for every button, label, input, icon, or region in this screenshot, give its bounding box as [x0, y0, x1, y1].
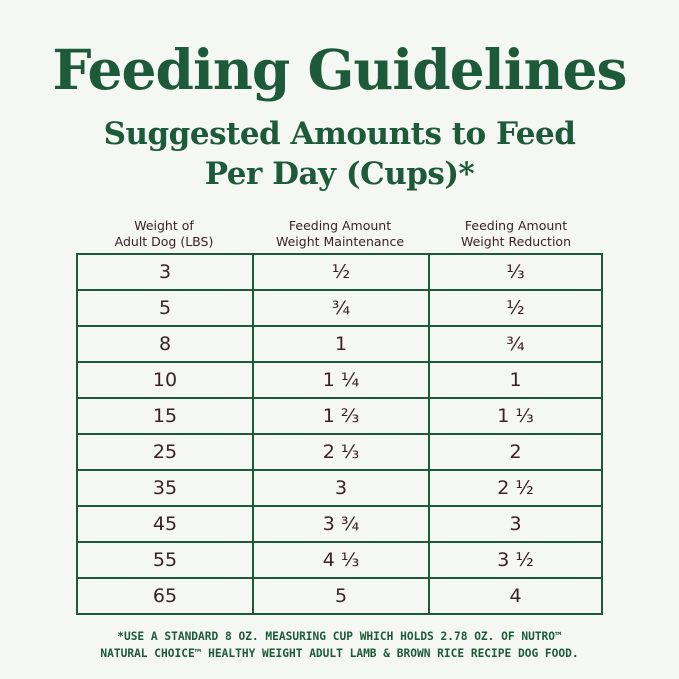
maintenance-cell: 3 ¾ [252, 505, 430, 543]
table-row: 65 5 4 [76, 577, 603, 615]
weight-cell: 10 [76, 361, 254, 399]
reduction-cell: 1 ⅓ [428, 397, 603, 435]
subtitle-line-2: Per Day (Cups)* [204, 156, 475, 192]
subtitle-line-1: Suggested Amounts to Feed [103, 116, 576, 152]
reduction-cell: 1 [428, 361, 603, 399]
weight-cell: 65 [76, 577, 254, 615]
weight-cell: 5 [76, 289, 254, 327]
reduction-cell: 4 [428, 577, 603, 615]
footnote: *USE A STANDARD 8 OZ. MEASURING CUP WHIC… [0, 628, 679, 662]
footnote-line-1: *USE A STANDARD 8 OZ. MEASURING CUP WHIC… [117, 630, 562, 643]
table-row: 35 3 2 ½ [76, 469, 603, 507]
maintenance-cell: 1 [252, 325, 430, 363]
reduction-cell: 3 ½ [428, 541, 603, 579]
maintenance-cell: 5 [252, 577, 430, 615]
weight-cell: 35 [76, 469, 254, 507]
weight-cell: 25 [76, 433, 254, 471]
footnote-line-2: NATURAL CHOICE™ HEALTHY WEIGHT ADULT LAM… [100, 647, 579, 660]
reduction-cell: 2 ½ [428, 469, 603, 507]
reduction-cell: 3 [428, 505, 603, 543]
weight-cell: 45 [76, 505, 254, 543]
maintenance-cell: 3 [252, 469, 430, 507]
maintenance-cell: 1 ⅔ [252, 397, 430, 435]
weight-cell: 8 [76, 325, 254, 363]
reduction-cell: 2 [428, 433, 603, 471]
reduction-cell: ½ [428, 289, 603, 327]
weight-cell: 55 [76, 541, 254, 579]
maintenance-cell: ½ [252, 253, 430, 291]
page-title: Feeding Guidelines [52, 37, 627, 102]
weight-cell: 3 [76, 253, 254, 291]
header-maintenance: Feeding Amount Weight Maintenance [275, 218, 405, 249]
header-reduction: Feeding Amount Weight Reduction [460, 218, 571, 249]
maintenance-cell: 4 ⅓ [252, 541, 430, 579]
reduction-cell: ⅓ [428, 253, 603, 291]
header-weight: Weight of Adult Dog (LBS) [114, 218, 214, 249]
maintenance-cell: 2 ⅓ [252, 433, 430, 471]
reduction-cell: ¾ [428, 325, 603, 363]
weight-cell: 15 [76, 397, 254, 435]
maintenance-cell: 1 ¼ [252, 361, 430, 399]
maintenance-cell: ¾ [252, 289, 430, 327]
